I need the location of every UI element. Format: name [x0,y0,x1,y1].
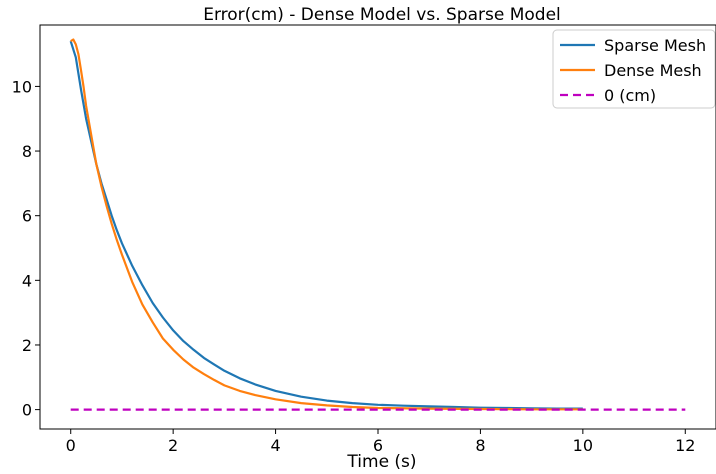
x-axis-label: Time (s) [346,452,416,472]
x-tick-label-0: 0 [66,436,76,455]
y-tick-label-3: 6 [22,207,32,226]
x-tick-label-6: 12 [675,436,695,455]
y-tick-label-2: 4 [22,271,32,290]
y-tick-label-5: 10 [12,77,32,96]
x-tick-label-4: 8 [475,436,485,455]
y-tick-label-1: 2 [22,336,32,355]
plot-area [69,38,686,411]
axes: 0 2 4 6 8 10 12 0 2 4 6 8 10 [12,77,696,455]
legend-box [552,29,716,109]
y-tick-label-0: 0 [22,401,32,420]
x-tick-label-2: 4 [270,436,280,455]
x-tick-label-3: 6 [373,436,383,455]
series-line-1 [70,38,583,411]
legend-label-1: Dense Mesh [604,61,702,80]
x-tick-label-5: 10 [573,436,593,455]
chart-title: Error(cm) - Dense Model vs. Sparse Model [203,5,561,25]
legend-label-0: Sparse Mesh [604,36,706,55]
y-tick-label-4: 8 [22,142,32,161]
legend-label-2: 0 (cm) [604,86,656,105]
series-line-0 [69,40,583,410]
legend: Sparse Mesh Dense Mesh 0 (cm) [552,29,716,109]
x-tick-label-1: 2 [168,436,178,455]
